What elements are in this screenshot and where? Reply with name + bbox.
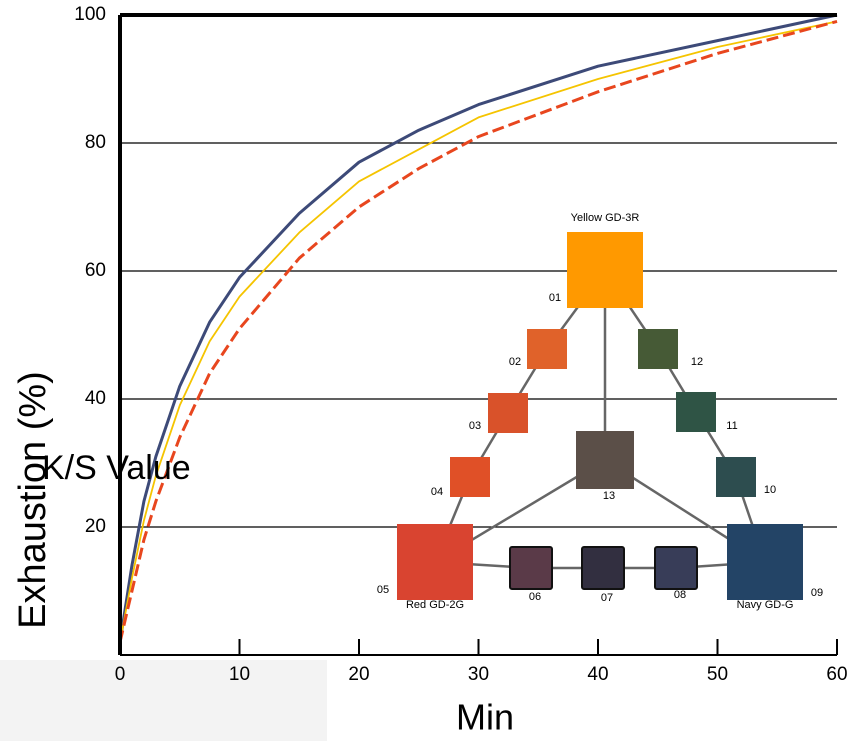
swatch bbox=[655, 547, 697, 589]
node-label: 10 bbox=[764, 484, 776, 496]
node-label: 04 bbox=[431, 486, 443, 498]
grid bbox=[120, 15, 837, 527]
x-tick-label: 50 bbox=[707, 664, 728, 685]
node-name: Yellow GD-3R bbox=[571, 212, 640, 224]
node-label: 05 bbox=[377, 584, 389, 596]
y-tick-label: 100 bbox=[74, 4, 106, 25]
swatch bbox=[397, 524, 473, 600]
node-label: 02 bbox=[509, 356, 521, 368]
y-tick-label: 60 bbox=[85, 260, 106, 281]
swatch bbox=[676, 392, 716, 432]
swatch bbox=[510, 547, 552, 589]
chart: 204060801000102030405060 01Yellow GD-3R0… bbox=[0, 0, 867, 741]
x-tick-label: 30 bbox=[468, 664, 489, 685]
node-label: 08 bbox=[674, 589, 686, 601]
x-axis-label: Min bbox=[456, 697, 514, 738]
swatch bbox=[727, 524, 803, 600]
swatch bbox=[450, 457, 490, 497]
swatch bbox=[488, 393, 528, 433]
swatch bbox=[638, 329, 678, 369]
node-name: Navy GD-G bbox=[737, 599, 794, 611]
swatch bbox=[716, 457, 756, 497]
x-tick-label: 20 bbox=[348, 664, 369, 685]
x-tick-label: 40 bbox=[587, 664, 608, 685]
swatch bbox=[567, 232, 643, 308]
x-tick-label: 10 bbox=[229, 664, 250, 685]
x-tick-label: 0 bbox=[115, 664, 126, 685]
node-label: 13 bbox=[603, 490, 615, 502]
swatch bbox=[582, 547, 624, 589]
page: {"chart_data": {"type": "line", "y_label… bbox=[0, 0, 867, 741]
node-label: 11 bbox=[726, 420, 737, 432]
node-label: 01 bbox=[549, 292, 561, 304]
swatch bbox=[527, 329, 567, 369]
node-label: 12 bbox=[691, 356, 703, 368]
panel bbox=[0, 660, 327, 741]
node-label: 06 bbox=[529, 591, 541, 603]
y-tick-label: 80 bbox=[85, 132, 106, 153]
y-tick-label: 40 bbox=[85, 388, 106, 409]
annotation: K/S Value bbox=[42, 449, 191, 487]
node-name: Red GD-2G bbox=[406, 599, 464, 611]
y-tick-label: 20 bbox=[85, 516, 106, 537]
swatch bbox=[576, 431, 634, 489]
node-label: 03 bbox=[469, 420, 481, 432]
node-label: 09 bbox=[811, 587, 823, 599]
y-axis-label: Exhaustion (%) bbox=[12, 371, 54, 629]
node-label: 07 bbox=[601, 592, 613, 604]
diagram: 01 Yellow GD-3R 02 03 04 05 Red GD-2G 06 07 08 09 N… bbox=[377, 212, 823, 611]
x-tick-label: 60 bbox=[826, 664, 847, 685]
